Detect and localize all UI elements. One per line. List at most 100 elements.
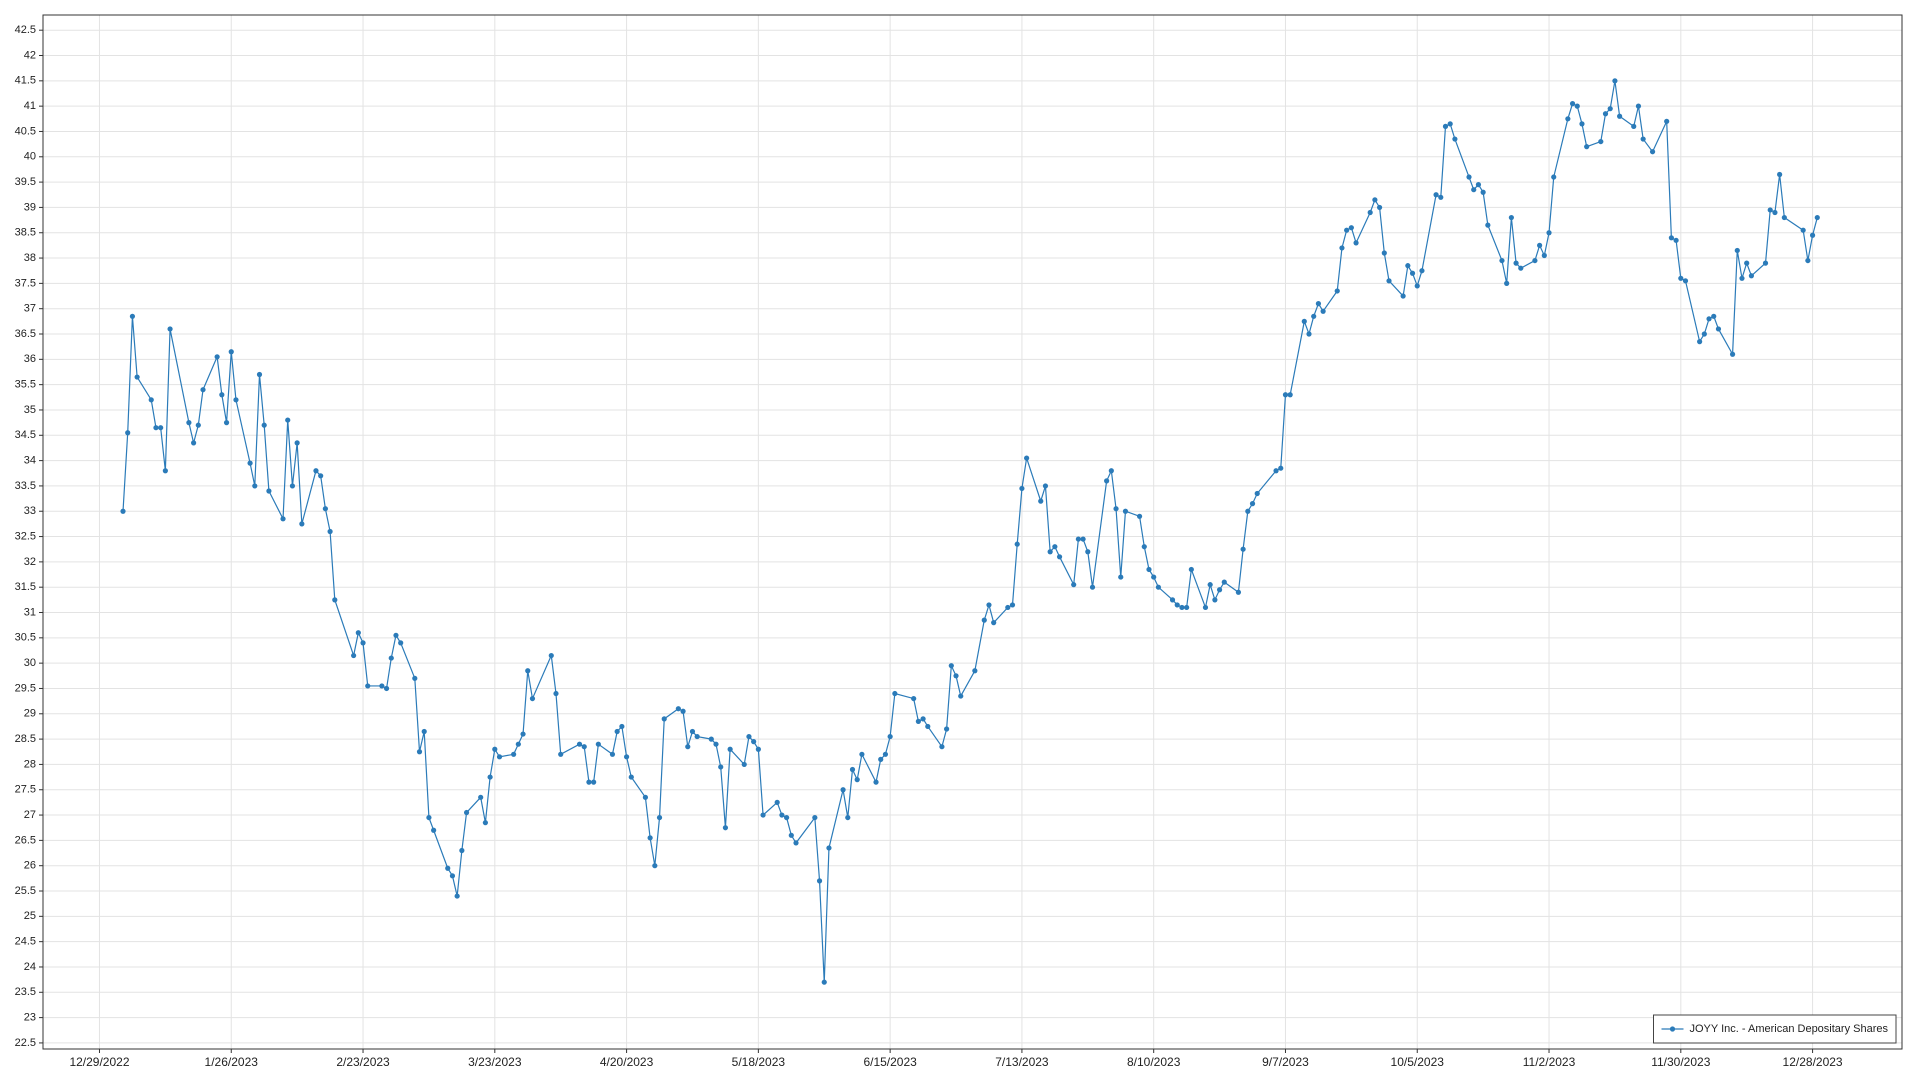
y-tick-label: 42.5	[15, 24, 36, 36]
x-tick-label: 4/20/2023	[600, 1055, 654, 1069]
data-point	[1367, 209, 1373, 216]
y-tick-label: 31.5	[15, 581, 36, 593]
data-point	[195, 422, 201, 428]
data-point	[586, 779, 592, 785]
data-point	[1574, 103, 1580, 109]
data-point	[525, 668, 531, 674]
data-point	[120, 508, 126, 514]
data-point	[1800, 227, 1806, 233]
data-point	[779, 812, 785, 818]
data-point	[788, 832, 794, 838]
data-point	[351, 652, 357, 659]
data-point	[162, 468, 168, 474]
y-tick-label: 24.5	[15, 936, 36, 948]
data-point	[431, 827, 437, 833]
data-point	[1508, 214, 1514, 221]
data-point	[313, 468, 319, 474]
data-point	[153, 425, 159, 431]
data-point	[1405, 263, 1411, 269]
data-point	[619, 723, 625, 730]
data-point	[812, 814, 818, 821]
data-point	[746, 733, 752, 740]
data-point	[1376, 204, 1383, 211]
y-tick-label: 26.5	[15, 834, 36, 846]
y-tick-label: 39	[24, 201, 36, 213]
data-point	[1682, 278, 1689, 284]
data-point	[944, 726, 950, 732]
data-point	[1513, 260, 1519, 266]
data-point	[892, 690, 898, 697]
y-tick-label: 30	[24, 657, 36, 669]
x-tick-label: 5/18/2023	[732, 1055, 786, 1069]
legend-box	[1653, 1014, 1897, 1044]
data-point	[1551, 174, 1557, 180]
data-point	[1287, 392, 1293, 398]
data-point	[1678, 275, 1684, 281]
data-point	[134, 374, 140, 380]
y-tick-label: 34.5	[15, 429, 36, 441]
data-point	[840, 787, 846, 793]
data-point	[1433, 192, 1439, 198]
data-point	[1240, 546, 1246, 552]
data-point	[859, 751, 865, 757]
data-point	[1546, 230, 1552, 236]
data-point	[247, 460, 253, 466]
data-point	[1024, 455, 1030, 461]
data-point	[1381, 250, 1387, 256]
data-point	[647, 835, 653, 841]
data-point	[1805, 257, 1811, 264]
data-point	[1169, 597, 1176, 603]
data-point	[661, 716, 667, 722]
data-point	[1739, 275, 1745, 281]
data-point	[125, 430, 131, 436]
data-point	[713, 741, 719, 747]
data-point	[741, 761, 747, 768]
data-point	[223, 420, 230, 426]
data-point	[1085, 549, 1091, 555]
data-point	[1480, 189, 1486, 195]
data-point	[595, 741, 601, 747]
y-tick-label: 29	[24, 708, 36, 720]
data-point	[1541, 252, 1547, 259]
x-tick-label: 7/13/2023	[995, 1055, 1049, 1069]
data-point	[609, 751, 616, 757]
data-point	[1471, 187, 1477, 193]
data-point	[1598, 138, 1604, 145]
data-point	[445, 865, 451, 871]
data-point	[1532, 257, 1538, 264]
data-point	[1372, 197, 1378, 203]
data-point	[412, 675, 418, 681]
data-point	[1748, 273, 1754, 279]
data-point	[1640, 136, 1646, 142]
data-point	[421, 728, 427, 735]
x-tick-label: 12/28/2023	[1783, 1055, 1843, 1069]
y-tick-label: 39.5	[15, 176, 36, 188]
data-point	[1697, 339, 1703, 345]
data-point	[878, 756, 884, 762]
data-point	[158, 425, 164, 431]
data-point	[727, 746, 733, 752]
data-point	[1216, 587, 1223, 593]
data-point	[793, 840, 799, 846]
data-point	[915, 718, 921, 724]
y-tick-label: 30.5	[15, 632, 36, 644]
data-point	[1075, 536, 1081, 542]
data-point	[581, 744, 587, 750]
data-point	[393, 632, 399, 638]
data-point	[511, 751, 517, 757]
data-point	[991, 620, 997, 626]
data-point	[1537, 242, 1543, 248]
data-point	[1711, 313, 1717, 319]
data-point	[148, 397, 154, 403]
data-point	[1141, 544, 1147, 550]
data-point	[784, 814, 790, 821]
data-point	[1038, 498, 1044, 504]
data-point	[1706, 316, 1712, 322]
y-tick-label: 26	[24, 860, 36, 872]
data-point	[958, 693, 964, 699]
data-point	[1019, 485, 1025, 492]
data-point	[972, 668, 978, 674]
data-point	[854, 777, 860, 783]
data-point	[1179, 604, 1185, 611]
data-point	[1254, 490, 1260, 497]
